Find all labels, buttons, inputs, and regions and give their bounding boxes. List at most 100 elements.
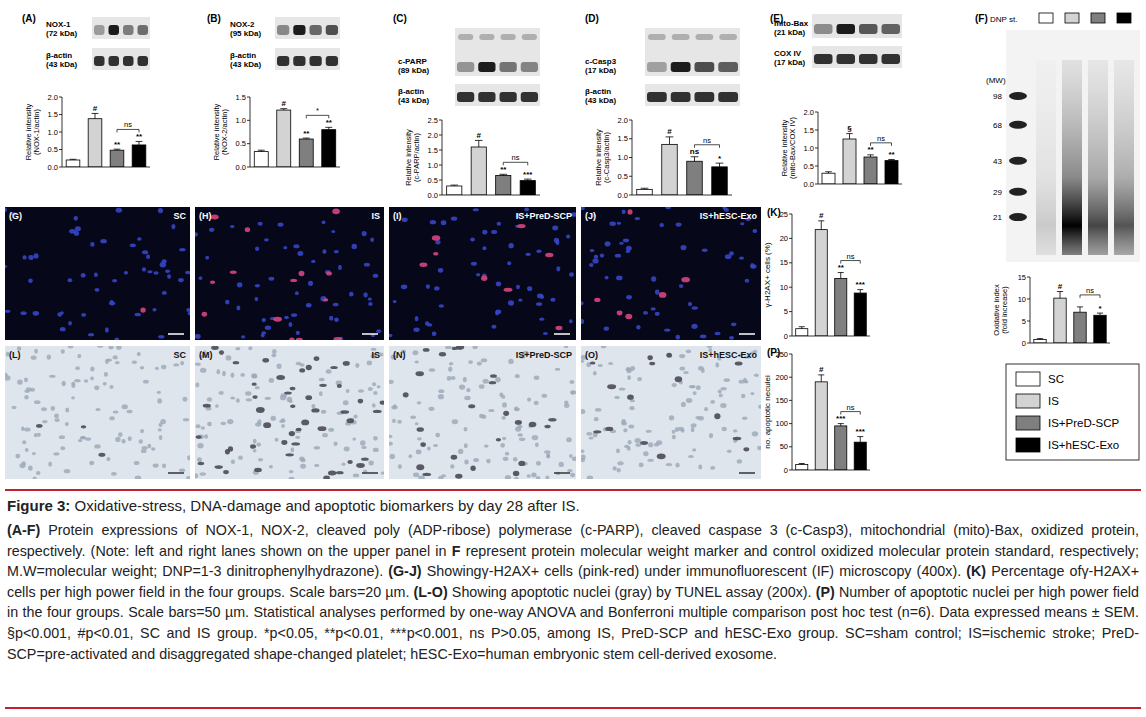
nucleus	[581, 301, 584, 305]
error-cap	[524, 179, 532, 180]
nucleus	[246, 398, 252, 401]
nucleus	[754, 373, 759, 377]
blot-band	[671, 92, 691, 102]
nucleus	[173, 363, 179, 366]
error-line	[840, 273, 841, 279]
nucleus	[536, 302, 542, 306]
nucleus	[373, 274, 379, 278]
nucleus	[299, 456, 304, 461]
error-bar	[888, 160, 895, 161]
apoptotic-nucleus	[343, 361, 350, 366]
blot-band	[478, 62, 495, 72]
nucleus	[197, 457, 202, 462]
error-bar	[825, 172, 832, 173]
nucleus	[278, 222, 284, 226]
gel-lane	[1114, 60, 1134, 255]
nucleus	[140, 366, 144, 369]
apoptotic-nucleus	[358, 399, 363, 404]
gamma-h2ax-cell	[517, 224, 525, 228]
bar: IS	[843, 139, 856, 184]
error-cap	[641, 188, 649, 189]
nucleus	[432, 331, 437, 336]
blot-band	[293, 25, 305, 35]
nucleus	[415, 316, 419, 321]
apoptotic-nucleus	[733, 437, 742, 441]
nucleus	[122, 404, 128, 409]
scale-bar	[168, 333, 184, 335]
apoptotic-nucleus	[544, 425, 550, 428]
nucleus	[230, 225, 235, 228]
marks: SCISIS+PreD-SCPIS+hESC-Exo	[796, 221, 867, 336]
y-tick	[789, 214, 792, 215]
x-axis	[792, 470, 870, 471]
nucleus	[669, 415, 674, 420]
gamma-h2ax-cell	[432, 235, 440, 240]
y-tick-label: 150	[775, 396, 788, 405]
error-bar	[641, 188, 649, 189]
nucleus	[544, 450, 551, 454]
nucleus	[427, 446, 431, 450]
error-bar	[666, 137, 674, 145]
nucleus	[140, 429, 144, 433]
legend-swatch	[1016, 416, 1040, 430]
y-axis	[792, 214, 793, 336]
bar: IS+hESC-Exo	[854, 442, 866, 470]
y-axis-label: no. apoptotic neculei	[763, 375, 772, 449]
blot-band	[94, 25, 105, 35]
nucleus	[289, 470, 294, 473]
nucleus	[648, 442, 653, 447]
blot-membrane	[455, 28, 540, 76]
apoptotic-nucleus	[290, 387, 296, 391]
panel-label: (A)	[22, 13, 36, 24]
nucleus	[187, 455, 190, 460]
nucleus	[680, 245, 686, 250]
nucleus	[334, 250, 339, 253]
nucleus	[569, 454, 573, 458]
apoptotic-nucleus	[657, 453, 666, 459]
nucleus	[527, 397, 531, 401]
bar: IS	[815, 230, 827, 336]
scale-bar	[554, 333, 570, 335]
apoptotic-nucleus	[439, 352, 446, 356]
nucleus	[564, 403, 569, 408]
marks: SCISIS+PreD-SCPIS+hESC-Exo	[66, 113, 146, 167]
apoptotic-nucleus	[416, 464, 424, 470]
nucleus	[291, 313, 297, 317]
nucleus	[729, 336, 734, 340]
nucleus	[115, 361, 120, 364]
y-tick	[439, 120, 442, 121]
blot-band	[277, 56, 289, 66]
nucleus	[368, 387, 373, 391]
nucleus	[5, 208, 7, 212]
y-tick	[1027, 277, 1030, 278]
nucleus	[491, 325, 496, 329]
nucleus	[482, 246, 486, 250]
gamma-h2ax-cell	[299, 271, 305, 276]
nucleus	[132, 361, 137, 364]
significance-mark: *	[718, 154, 722, 163]
nucleus	[322, 249, 326, 254]
nucleus	[535, 442, 539, 447]
blot-band-faint	[648, 34, 666, 40]
nucleus	[124, 271, 128, 275]
micrograph-label: IS	[371, 211, 380, 221]
nucleus	[624, 445, 629, 449]
nucleus	[519, 437, 526, 440]
nucleus	[134, 461, 140, 465]
caption-text: (A-F) Protein expressions of NOX-1, NOX-…	[7, 520, 1139, 664]
nucleus	[322, 220, 326, 224]
nucleus	[750, 264, 756, 268]
nucleus	[319, 391, 323, 396]
significance-mark: ***	[856, 427, 866, 436]
apoptotic-nucleus	[468, 404, 475, 408]
apoptotic-nucleus	[330, 366, 338, 369]
nucleus	[311, 404, 315, 408]
nucleus	[351, 244, 356, 249]
nucleus	[569, 319, 573, 323]
error-bar	[303, 138, 310, 140]
bar: IS+PreD-SCP	[1074, 312, 1086, 343]
nucleus	[622, 210, 626, 215]
panel-label: (D)	[585, 13, 599, 24]
marks: SCISIS+PreD-SCPIS+hESC-Exo	[447, 140, 536, 195]
nucleus	[628, 424, 634, 428]
